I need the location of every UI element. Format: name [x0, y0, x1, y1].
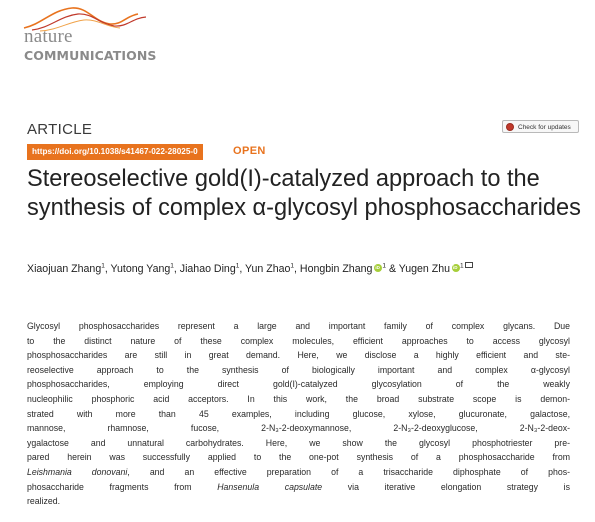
author-name: Yun Zhao	[245, 263, 291, 275]
author[interactable]: Jiahao Ding1	[180, 263, 240, 275]
orcid-icon[interactable]	[452, 264, 461, 272]
abstract-line: Leishmania donovani, and an effective pr…	[27, 466, 570, 477]
article-title: Stereoselective gold(I)-catalyzed approa…	[27, 166, 581, 221]
abstract-line: ygalactose and unnatural carbohydrates. …	[27, 437, 570, 448]
abstract-line: realized.	[27, 496, 61, 507]
affiliation-mark[interactable]: 1	[170, 262, 174, 270]
doi-link[interactable]: https://doi.org/10.1038/s41467-022-28025…	[27, 144, 203, 160]
author[interactable]: Xiaojuan Zhang1	[27, 263, 105, 275]
species-name: Hansenula capsulate	[217, 481, 323, 492]
affiliation-mark[interactable]: 1	[101, 262, 105, 270]
author[interactable]: Yugen Zhu 1	[398, 262, 473, 275]
author-name: Yutong Yang	[110, 263, 171, 275]
abstract-line: to the distinct nature of these complex …	[27, 335, 570, 346]
abstract-line: strated with more than 45 examples, incl…	[27, 408, 570, 419]
check-for-updates-label: Check for updates	[518, 124, 571, 131]
open-access-badge: OPEN	[233, 145, 266, 157]
affiliation-mark[interactable]: 1	[235, 262, 240, 270]
check-for-updates-button[interactable]: Check for updates	[502, 120, 579, 133]
abstract-line: reoselective approach to the synthesis o…	[27, 364, 570, 375]
logo-nature-text: nature	[24, 26, 73, 47]
species-name: Leishmania donovani	[27, 466, 128, 477]
author[interactable]: Hongbin Zhang 1	[300, 263, 386, 275]
journal-logo[interactable]: nature COMMUNICATIONS	[22, 4, 222, 66]
author-name: Yugen Zhu	[398, 263, 451, 275]
mail-icon[interactable]	[464, 262, 473, 268]
author-name: Xiaojuan Zhang	[27, 263, 102, 275]
abstract-line: phosaccharide fragments from Hansenula c…	[27, 481, 570, 492]
abstract-line: Glycosyl phosphosaccharides represent a …	[27, 321, 570, 331]
author[interactable]: Yutong Yang1	[111, 263, 174, 275]
author-separator: ,	[239, 263, 246, 275]
author-separator: ,	[104, 263, 111, 275]
logo-communications-text: COMMUNICATIONS	[24, 48, 157, 63]
author[interactable]: Yun Zhao1	[245, 263, 294, 275]
affiliation-mark[interactable]: 1	[460, 262, 464, 270]
abstract-line: mannose, rhamnose, fucose, 2-N₃-2-deoxym…	[27, 423, 570, 434]
author-name: Hongbin Zhang	[299, 263, 373, 275]
author-name: Jiahao Ding	[179, 263, 236, 275]
author-separator: &	[386, 263, 399, 275]
abstract-line: phosphosaccharides, employing direct gol…	[27, 379, 570, 390]
article-type-label: ARTICLE	[27, 121, 93, 138]
author-separator: ,	[294, 263, 300, 275]
orcid-icon[interactable]	[374, 264, 383, 272]
logo-wave-graphic	[23, 7, 147, 32]
author-list: Xiaojuan Zhang1, Yutong Yang1, Jiahao Di…	[27, 262, 587, 275]
crossmark-icon	[506, 123, 514, 131]
abstract-line: pared herein was successfully applied to…	[27, 452, 570, 463]
abstract-line: phosphosaccharides are still in great de…	[27, 350, 570, 361]
author-separator: ,	[173, 263, 180, 275]
abstract-line: nucleophilic phosphoric acid acceptors. …	[27, 393, 570, 404]
abstract: Glycosyl phosphosaccharides represent a …	[27, 319, 570, 509]
affiliation-mark[interactable]: 1	[382, 262, 386, 270]
affiliation-mark[interactable]: 1	[290, 262, 295, 270]
